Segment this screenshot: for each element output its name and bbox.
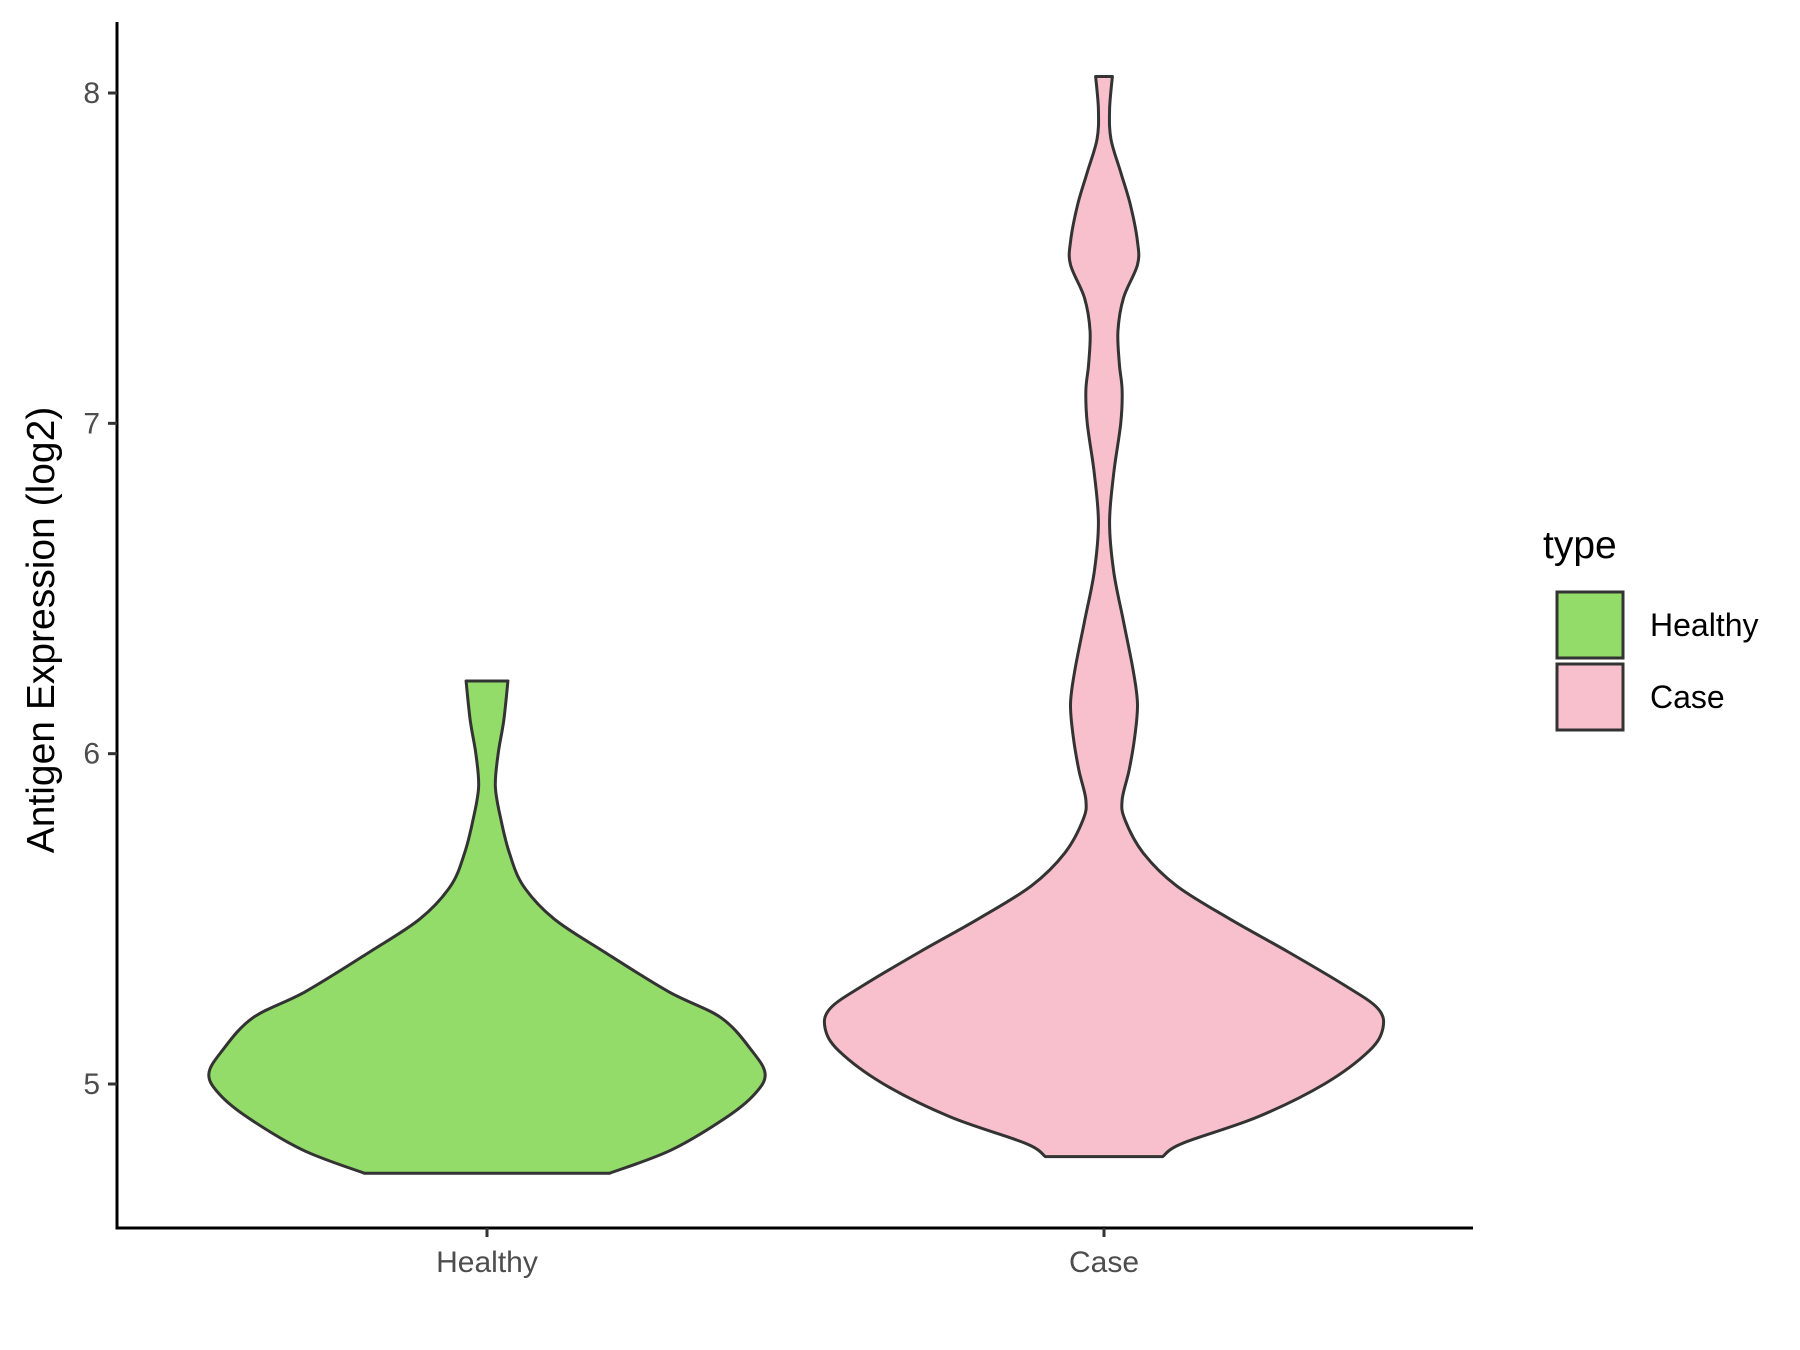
x-axis-ticks: Healthy Case bbox=[436, 1228, 1139, 1279]
x-tick-label: Case bbox=[1069, 1246, 1139, 1279]
y-axis-ticks: 5 6 7 8 bbox=[83, 77, 117, 1101]
legend-title: type bbox=[1543, 524, 1617, 567]
violin-case bbox=[822, 74, 1386, 1159]
y-axis-title: Antigen Expression (log2) bbox=[20, 407, 63, 854]
y-tick-label: 5 bbox=[83, 1068, 100, 1101]
x-tick-label: Healthy bbox=[436, 1246, 538, 1279]
y-tick-label: 8 bbox=[83, 77, 100, 110]
legend-swatch-case bbox=[1555, 662, 1625, 732]
legend-items: Healthy Case bbox=[1555, 590, 1759, 732]
legend-label-healthy: Healthy bbox=[1650, 607, 1759, 643]
violin-healthy bbox=[207, 679, 767, 1175]
legend-swatch-healthy bbox=[1555, 590, 1625, 660]
y-tick-label: 7 bbox=[83, 407, 100, 440]
y-tick-label: 6 bbox=[83, 738, 100, 771]
legend: type Healthy Case bbox=[1543, 524, 1759, 732]
legend-label-case: Case bbox=[1650, 679, 1725, 715]
violin-layer bbox=[207, 74, 1386, 1175]
